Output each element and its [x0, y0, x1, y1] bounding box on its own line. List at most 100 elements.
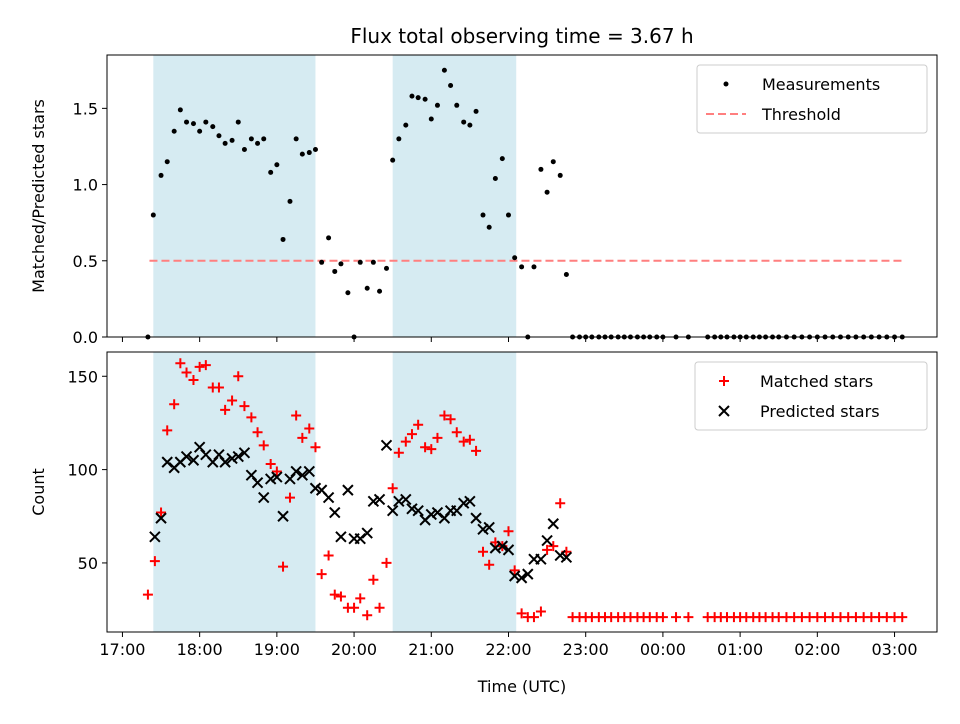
- data-point-measurements-50: [467, 122, 473, 128]
- data-point-matched-stars-22: [284, 492, 295, 503]
- data-point-matched-stars-13: [227, 395, 238, 406]
- data-point-matched-stars-53: [484, 559, 495, 570]
- data-point-matched-stars-25: [304, 423, 315, 434]
- data-point-predicted-stars-60: [535, 553, 547, 565]
- data-point-matched-stars-44: [426, 444, 437, 455]
- data-point-matched-stars-64: [555, 498, 566, 509]
- data-point-measurements-34: [364, 285, 370, 291]
- data-point-measurements-33: [357, 259, 363, 265]
- data-point-measurements-57: [512, 255, 518, 261]
- data-point-measurements-13: [229, 137, 235, 143]
- data-point-predicted-stars-57: [515, 572, 528, 584]
- data-point-measurements-31: [345, 290, 351, 296]
- data-point-measurements-25: [306, 150, 312, 156]
- data-point-matched-stars-48: [451, 427, 462, 438]
- data-point-matched-stars-16: [246, 412, 257, 423]
- data-point-predicted-stars-38: [393, 495, 405, 508]
- data-point-predicted-stars-6: [187, 454, 200, 466]
- data-point-predicted-stars-52: [483, 521, 495, 534]
- data-point-measurements-15: [241, 147, 247, 153]
- data-point-matched-stars-11: [213, 382, 224, 393]
- legend-marker: [723, 81, 729, 87]
- data-point-matched-stars-33: [355, 593, 366, 604]
- data-point-matched-stars-7: [188, 375, 199, 385]
- y-tick-label: 0.5: [73, 252, 98, 271]
- data-point-predicted-stars-13: [232, 450, 244, 463]
- data-point-matched-stars-35: [368, 574, 379, 585]
- data-point-predicted-stars-37: [386, 504, 399, 517]
- data-point-measurements-38: [390, 157, 396, 163]
- x-tick-label: 03:00: [871, 640, 917, 659]
- y-tick-label: 1.5: [73, 99, 98, 118]
- data-point-measurements-28: [326, 235, 332, 241]
- data-point-measurements-61: [538, 166, 544, 172]
- axes-frame: [106, 351, 938, 633]
- data-point-predicted-stars-19: [271, 471, 283, 483]
- data-point-measurements-63: [550, 159, 556, 165]
- data-point-predicted-stars-36: [380, 439, 393, 452]
- data-point-measurements-44: [428, 116, 434, 122]
- data-point-matched-stars-37: [381, 557, 392, 568]
- data-point-matched-stars-81: [671, 612, 682, 623]
- data-point-measurements-24: [299, 151, 305, 157]
- data-point-matched-stars-62: [542, 544, 553, 555]
- data-point-predicted-stars-62: [547, 518, 559, 530]
- data-point-predicted-stars-20: [277, 510, 289, 522]
- data-point-predicted-stars-28: [329, 506, 341, 519]
- data-point-matched-stars-46: [439, 410, 450, 421]
- data-point-measurements-7: [190, 121, 196, 127]
- data-point-measurements-22: [287, 198, 293, 204]
- data-point-matched-stars-20: [271, 466, 282, 477]
- data-point-measurements-58: [519, 264, 525, 270]
- data-point-matched-stars-45: [432, 432, 443, 443]
- data-point-matched-stars-0: [142, 589, 153, 600]
- data-point-matched-stars-6: [181, 367, 192, 378]
- data-point-measurements-45: [434, 102, 440, 108]
- data-point-matched-stars-41: [406, 429, 417, 440]
- x-tick-label: 17:00: [99, 640, 145, 659]
- data-point-measurements-48: [454, 102, 460, 108]
- data-point-matched-stars-61: [535, 606, 546, 617]
- data-point-measurements-53: [486, 224, 492, 230]
- chart-title: Flux total observing time = 3.67 h: [350, 24, 693, 48]
- data-point-matched-stars-32: [349, 602, 360, 613]
- data-point-matched-stars-8: [194, 361, 205, 372]
- data-point-predicted-stars-0: [149, 531, 161, 543]
- data-point-measurements-4: [171, 128, 177, 134]
- data-point-measurements-52: [480, 212, 486, 218]
- data-point-predicted-stars-14: [238, 447, 251, 459]
- data-point-measurements-18: [261, 136, 267, 142]
- top-panel: 0.0 0.5 1.0 1.5 Matched/Predicted stars Flux …: [29, 24, 938, 347]
- data-point-measurements-3: [164, 159, 170, 165]
- data-point-matched-stars-43: [420, 442, 431, 453]
- data-point-measurements-23: [293, 136, 299, 142]
- data-point-matched-stars-57: [509, 565, 520, 576]
- data-point-measurements-20: [274, 162, 280, 168]
- data-point-predicted-stars-58: [522, 568, 534, 580]
- x-tick-label: 23:00: [563, 640, 609, 659]
- data-point-predicted-stars-53: [489, 542, 502, 554]
- data-point-matched-stars-26: [310, 442, 321, 453]
- data-point-matched-stars-5: [175, 358, 186, 369]
- y-tick-label: 0.0: [73, 328, 98, 347]
- legend-marker: [719, 376, 729, 386]
- data-point-measurements-26: [312, 147, 318, 153]
- data-point-predicted-stars-29: [335, 531, 347, 543]
- data-point-matched-stars-4: [169, 399, 180, 410]
- data-point-matched-stars-38: [387, 483, 398, 494]
- data-point-predicted-stars-64: [560, 551, 573, 564]
- data-point-measurements-6: [184, 119, 190, 125]
- data-point-measurements-9: [203, 119, 209, 125]
- data-point-measurements-56: [505, 212, 511, 218]
- x-tick-label: 22:00: [485, 640, 531, 659]
- data-point-matched-stars-14: [233, 371, 244, 382]
- data-point-measurements-19: [268, 169, 274, 175]
- data-point-predicted-stars-33: [361, 527, 373, 539]
- data-point-matched-stars-52: [478, 546, 489, 557]
- data-point-matched-stars-63: [548, 541, 559, 552]
- x-tick-label: 20:00: [331, 640, 377, 659]
- legend-box: [696, 64, 928, 134]
- data-point-predicted-stars-35: [373, 493, 386, 506]
- legend-label: Matched stars: [760, 372, 873, 391]
